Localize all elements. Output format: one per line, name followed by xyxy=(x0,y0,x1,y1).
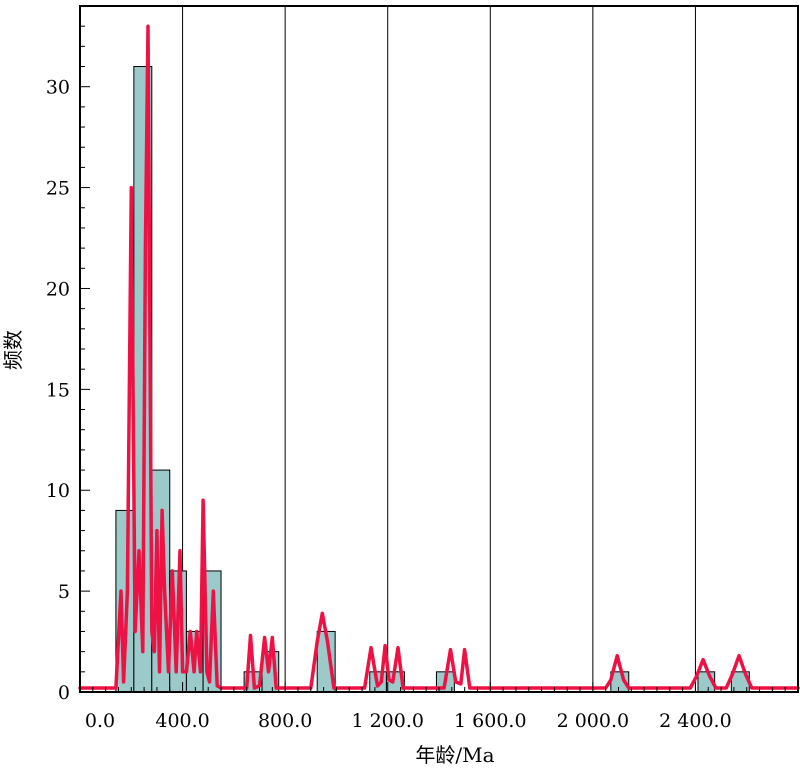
y-tick-label-3: 15 xyxy=(46,379,70,401)
y-tick-label-0: 0 xyxy=(58,682,70,704)
y-tick-label-4: 20 xyxy=(46,278,70,300)
plot-background xyxy=(80,6,798,692)
x-tick-label-1: 400.0 xyxy=(155,710,209,732)
x-tick-label-3: 1 200.0 xyxy=(351,710,424,732)
probability-density-curve xyxy=(78,24,800,690)
x-tick-label-2: 800.0 xyxy=(258,710,312,732)
y-axis: 0 5 10 15 20 25 30 xyxy=(46,25,90,704)
y-tick-label-1: 5 xyxy=(58,581,70,603)
x-tick-label-4: 1 600.0 xyxy=(454,710,527,732)
y-axis-title: 频数 xyxy=(1,330,25,370)
y-tick-label-6: 30 xyxy=(46,77,70,99)
x-tick-label-0: 0.0 xyxy=(85,710,115,732)
y-tick-label-2: 10 xyxy=(46,480,70,502)
x-axis: 0.0 400.0 800.0 1 200.0 1 600.0 2 000.0 2 400.… xyxy=(79,682,799,732)
x-tick-label-5: 2 000.0 xyxy=(557,710,630,732)
x-axis-title: 年龄/Ma xyxy=(415,743,494,767)
x-tick-label-6: 2 400.0 xyxy=(659,710,732,732)
y-tick-label-5: 25 xyxy=(46,178,70,200)
